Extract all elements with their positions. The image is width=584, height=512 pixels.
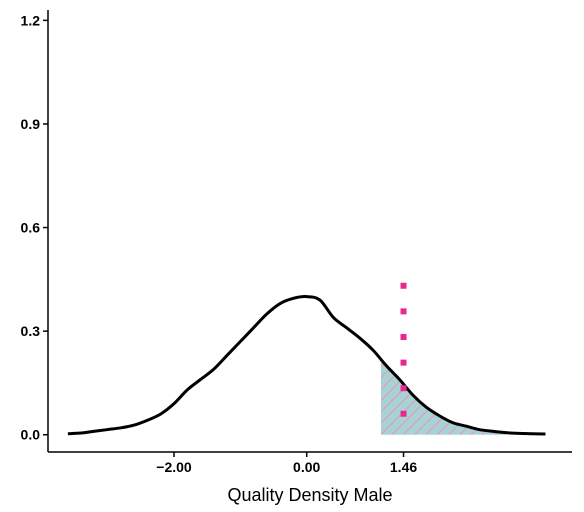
axes [43,10,572,457]
density-curve-line [67,295,546,436]
x-tick-label: 1.46 [390,459,417,475]
x-tick-label: 0.00 [293,459,320,475]
shaded-tail-region [380,359,506,435]
y-tick-label: 0.6 [21,220,41,236]
tick-labels: 0.0 0.3 0.6 0.9 1.2 −2.00 0.00 1.46 [21,12,418,475]
y-tick-label: 0.0 [21,427,41,443]
y-tick-label: 1.2 [21,12,41,28]
y-tick-label: 0.9 [21,116,41,132]
density-curve-layer [67,295,546,436]
x-axis-title: Quality Density Male [227,485,392,505]
shaded-area [380,359,506,435]
y-tick-label: 0.3 [21,323,41,339]
x-tick-label: −2.00 [156,459,192,475]
